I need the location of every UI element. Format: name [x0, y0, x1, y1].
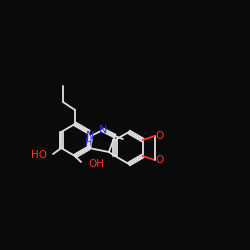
Text: H: H: [85, 138, 92, 148]
Text: N: N: [99, 125, 107, 135]
Text: O: O: [156, 155, 164, 165]
Text: HO: HO: [31, 150, 47, 160]
Text: OH: OH: [88, 159, 104, 169]
Text: O: O: [156, 131, 164, 141]
Text: N: N: [86, 131, 94, 141]
